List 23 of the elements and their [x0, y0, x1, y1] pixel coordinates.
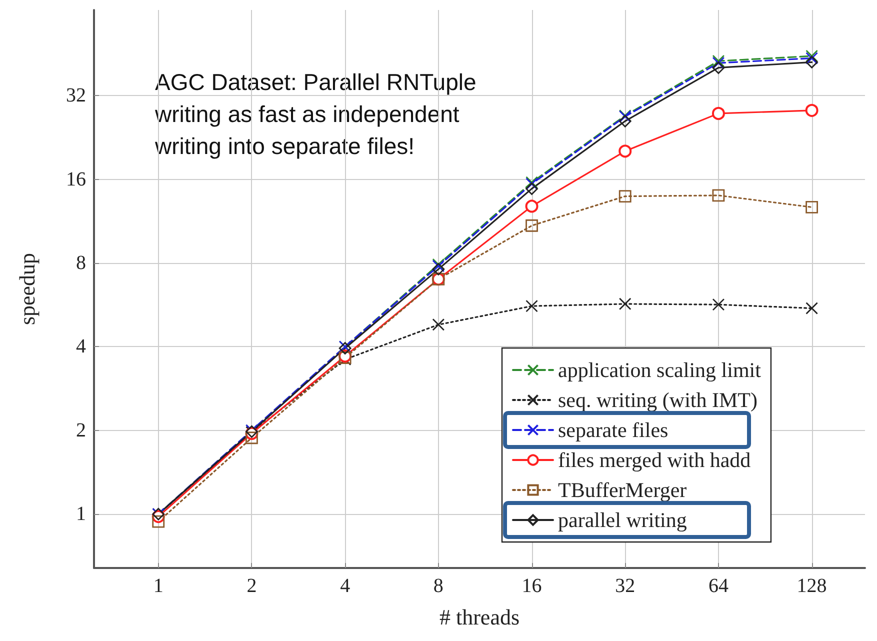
y-axis-title: speedup [14, 252, 40, 326]
legend-label: parallel writing [558, 508, 688, 532]
x-tick-label: 32 [615, 575, 636, 597]
x-tick-label: 2 [246, 575, 257, 597]
legend-label: separate files [558, 418, 668, 442]
legend-label: files merged with hadd [558, 448, 752, 472]
x-tick-label: 16 [522, 575, 542, 597]
y-tick-label: 16 [66, 168, 86, 190]
x-tick-label: 128 [796, 575, 827, 597]
legend-label: TBufferMerger [558, 478, 687, 502]
x-tick-label: 4 [340, 575, 350, 597]
y-tick-label: 2 [76, 419, 86, 442]
legend-label: application scaling limit [558, 358, 762, 382]
y-tick-label: 32 [66, 84, 86, 107]
x-axis-title: # threads [439, 604, 520, 630]
x-tick-label: 1 [153, 575, 164, 597]
x-tick-label: 64 [708, 575, 728, 597]
y-tick-label: 8 [76, 252, 86, 274]
y-tick-label: 4 [76, 336, 86, 358]
annotation: AGC Dataset: Parallel RNTuple writing as fast as independent writing into separate files! [154, 69, 483, 159]
legend-label: seq. writing (with IMT) [558, 388, 758, 412]
x-tick-label: 8 [433, 575, 444, 597]
y-tick-label: 1 [76, 503, 86, 526]
